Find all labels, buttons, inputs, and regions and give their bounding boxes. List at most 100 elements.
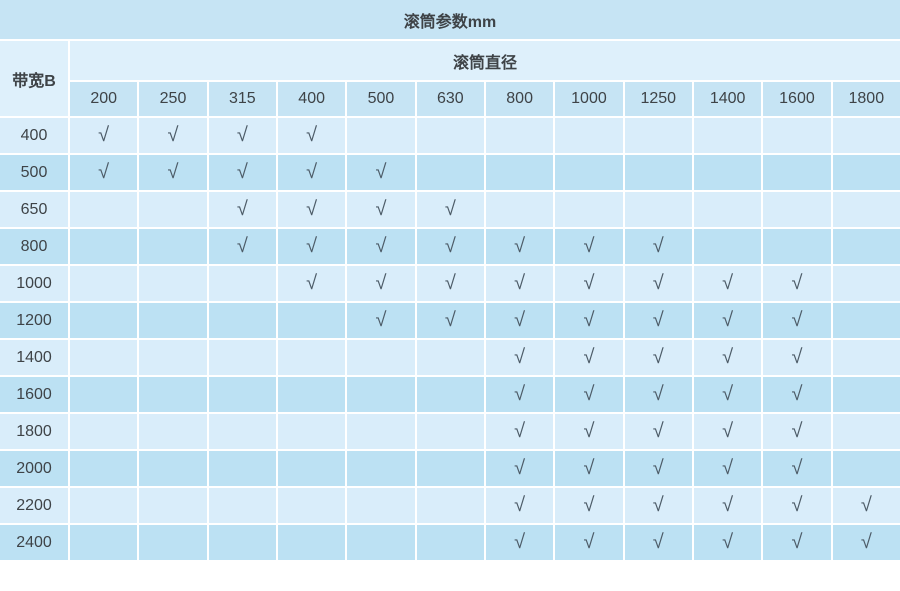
check-cell-empty bbox=[761, 116, 833, 155]
table-row: 2000 √ √ √ √ √ bbox=[0, 449, 900, 488]
check-cell-empty bbox=[414, 523, 486, 562]
check-cell-available: √ bbox=[483, 338, 556, 377]
check-cell-available: √ bbox=[275, 227, 348, 266]
check-cell-available: √ bbox=[761, 264, 833, 303]
table-row: 1800 √ √ √ √ √ bbox=[0, 412, 900, 451]
check-cell-empty bbox=[67, 523, 140, 562]
check-cell-empty bbox=[206, 523, 278, 562]
check-mark: √ bbox=[722, 346, 734, 368]
check-cell-empty bbox=[345, 338, 417, 377]
check-mark: √ bbox=[306, 161, 318, 183]
check-cell-empty bbox=[414, 449, 486, 488]
check-mark: √ bbox=[722, 309, 734, 331]
check-cell-empty bbox=[67, 227, 140, 266]
table-row: 1400 √ √ √ √ √ bbox=[0, 338, 900, 377]
check-cell-available: √ bbox=[275, 190, 348, 229]
check-cell-empty bbox=[761, 227, 833, 266]
check-cell-empty bbox=[206, 412, 278, 451]
check-cell-empty bbox=[275, 375, 348, 414]
check-cell-empty bbox=[483, 153, 556, 192]
check-mark: √ bbox=[583, 531, 595, 553]
check-mark: √ bbox=[652, 309, 664, 331]
check-cell-available: √ bbox=[414, 227, 486, 266]
check-cell-available: √ bbox=[830, 523, 900, 562]
check-cell-available: √ bbox=[622, 486, 694, 525]
check-mark: √ bbox=[375, 309, 387, 331]
check-mark: √ bbox=[514, 235, 526, 257]
check-cell-empty bbox=[206, 449, 278, 488]
check-cell-empty bbox=[137, 264, 209, 303]
check-cell-available: √ bbox=[691, 264, 764, 303]
check-mark: √ bbox=[652, 494, 664, 516]
drum-diameter-group-header: 滚筒直径 bbox=[68, 39, 900, 82]
check-mark: √ bbox=[98, 161, 110, 183]
check-mark: √ bbox=[583, 420, 595, 442]
check-mark: √ bbox=[652, 457, 664, 479]
check-mark: √ bbox=[514, 420, 526, 442]
check-mark: √ bbox=[652, 272, 664, 294]
check-cell-empty bbox=[691, 227, 764, 266]
check-cell-available: √ bbox=[275, 116, 348, 155]
check-cell-available: √ bbox=[761, 523, 833, 562]
check-cell-available: √ bbox=[691, 412, 764, 451]
check-cell-available: √ bbox=[553, 338, 625, 377]
check-mark: √ bbox=[514, 494, 526, 516]
check-cell-available: √ bbox=[345, 227, 417, 266]
check-cell-empty bbox=[137, 486, 209, 525]
check-mark: √ bbox=[514, 346, 526, 368]
check-cell-available: √ bbox=[483, 227, 556, 266]
belt-width-cell: 1600 bbox=[0, 375, 70, 414]
check-cell-empty bbox=[414, 338, 486, 377]
table-row: 800 √ √ √ √ √ √ √ bbox=[0, 227, 900, 266]
check-cell-available: √ bbox=[691, 301, 764, 340]
check-cell-available: √ bbox=[761, 412, 833, 451]
check-cell-available: √ bbox=[622, 264, 694, 303]
check-mark: √ bbox=[791, 494, 803, 516]
check-mark: √ bbox=[306, 124, 318, 146]
check-cell-available: √ bbox=[553, 227, 625, 266]
table-row: 2400 √ √ √ √ √ √ bbox=[0, 523, 900, 562]
check-mark: √ bbox=[375, 198, 387, 220]
belt-width-header: 带宽B bbox=[0, 39, 70, 118]
check-mark: √ bbox=[444, 309, 456, 331]
check-mark: √ bbox=[167, 124, 179, 146]
check-cell-available: √ bbox=[761, 301, 833, 340]
check-cell-empty bbox=[345, 449, 417, 488]
belt-width-cell: 2400 bbox=[0, 523, 70, 562]
check-cell-available: √ bbox=[345, 190, 417, 229]
diameter-col-header: 630 bbox=[414, 80, 486, 118]
check-cell-available: √ bbox=[553, 412, 625, 451]
check-cell-available: √ bbox=[206, 116, 278, 155]
check-cell-empty bbox=[830, 412, 900, 451]
check-mark: √ bbox=[514, 272, 526, 294]
check-cell-available: √ bbox=[622, 375, 694, 414]
check-cell-available: √ bbox=[691, 375, 764, 414]
check-cell-empty bbox=[67, 190, 140, 229]
check-mark: √ bbox=[583, 272, 595, 294]
belt-width-cell: 1800 bbox=[0, 412, 70, 451]
check-cell-available: √ bbox=[691, 449, 764, 488]
check-cell-available: √ bbox=[691, 486, 764, 525]
table-row: 400 √ √ √ √ bbox=[0, 116, 900, 155]
check-cell-available: √ bbox=[483, 486, 556, 525]
check-cell-empty bbox=[830, 338, 900, 377]
check-cell-empty bbox=[137, 412, 209, 451]
check-mark: √ bbox=[236, 235, 248, 257]
spec-table: 滚筒参数mm 带宽B 滚筒直径 200 250 315 400 500 630 800 100… bbox=[0, 0, 900, 562]
check-mark: √ bbox=[860, 531, 872, 553]
check-cell-available: √ bbox=[553, 523, 625, 562]
belt-width-cell: 1400 bbox=[0, 338, 70, 377]
check-cell-available: √ bbox=[761, 338, 833, 377]
check-cell-empty bbox=[345, 412, 417, 451]
check-mark: √ bbox=[444, 235, 456, 257]
check-cell-empty bbox=[275, 412, 348, 451]
check-cell-empty bbox=[275, 449, 348, 488]
check-mark: √ bbox=[444, 272, 456, 294]
check-cell-available: √ bbox=[345, 301, 417, 340]
check-mark: √ bbox=[652, 420, 664, 442]
check-cell-empty bbox=[137, 301, 209, 340]
check-mark: √ bbox=[652, 383, 664, 405]
check-cell-empty bbox=[691, 153, 764, 192]
check-cell-empty bbox=[830, 190, 900, 229]
